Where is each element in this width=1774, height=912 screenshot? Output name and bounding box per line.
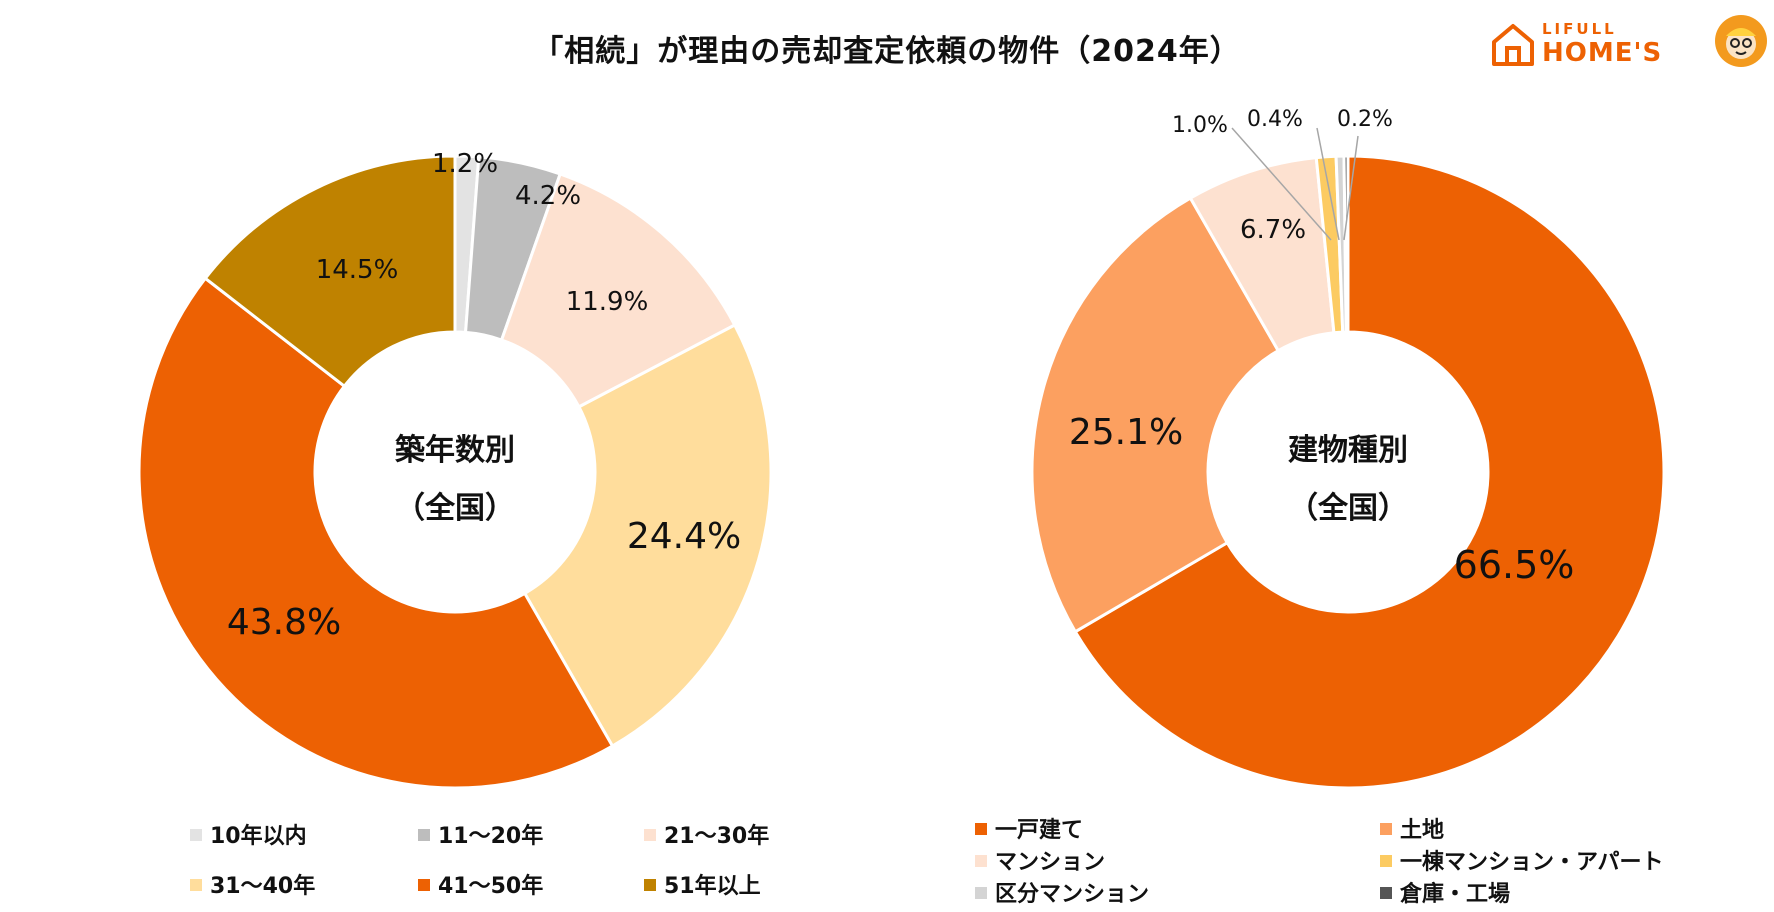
legend-swatch — [190, 829, 202, 841]
legend-swatch — [975, 887, 987, 899]
center-label-line-1: （全国） — [395, 491, 515, 526]
legend-item: 41～50年 — [418, 868, 543, 900]
legend-label: 21～30年 — [664, 824, 770, 849]
legend-label: 一棟マンション・アパート — [1400, 850, 1664, 875]
legend-swatch — [1380, 887, 1392, 899]
value-label-4: 0.4% — [1247, 107, 1303, 132]
legend-item: 区分マンション — [975, 876, 1149, 908]
leader-line-4 — [1316, 127, 1340, 241]
slice-age-3 — [522, 322, 773, 749]
value-label-1: 25.1% — [1069, 412, 1183, 453]
legend-item: 一戸建て — [975, 812, 1083, 844]
legend-swatch — [418, 879, 430, 891]
value-label-0: 1.2% — [432, 149, 498, 179]
legend-label: 土地 — [1400, 818, 1445, 843]
mascot-icon — [1715, 15, 1767, 67]
center-label-line-0: 建物種別 — [1288, 433, 1408, 468]
legend-swatch — [1380, 855, 1392, 867]
slice-age-4 — [137, 276, 615, 790]
legend-swatch — [975, 855, 987, 867]
logo-top-text: LIFULL — [1542, 20, 1617, 38]
legend-label: 一戸建て — [995, 818, 1084, 843]
legend-item: 一棟マンション・アパート — [1380, 844, 1664, 876]
logo-bottom-text: HOME'S — [1542, 38, 1663, 68]
legend-swatch — [418, 829, 430, 841]
legend-swatch — [1380, 823, 1392, 835]
value-label-2: 6.7% — [1240, 215, 1306, 245]
legend-item: 51年以上 — [644, 868, 761, 900]
slice-type-1 — [1030, 196, 1281, 634]
legend-swatch — [975, 823, 987, 835]
legend-swatch — [644, 879, 656, 891]
legend-label: 41～50年 — [438, 874, 544, 899]
slice-age-2 — [499, 172, 737, 409]
legend-swatch — [644, 829, 656, 841]
value-label-4: 43.8% — [227, 602, 341, 643]
value-label-3: 1.0% — [1172, 113, 1228, 138]
donut-chart-building-age: 1.2% 4.2% 11.9% 24.4% 43.8% 14.5% 築年数別 （全国） — [137, 149, 773, 790]
value-label-1: 4.2% — [515, 181, 581, 211]
slice-type-0 — [1073, 154, 1666, 790]
legend-label: 区分マンション — [995, 882, 1150, 907]
legend-label: 11～20年 — [438, 824, 544, 849]
house-logo-icon — [1492, 24, 1534, 66]
legend-label: マンション — [995, 850, 1106, 875]
value-label-2: 11.9% — [566, 287, 649, 317]
value-label-0: 66.5% — [1454, 543, 1575, 587]
chart-title: 「相続」が理由の売却査定依頼の物件（2024年） — [533, 34, 1241, 69]
legend-label: 31～40年 — [210, 874, 316, 899]
legend-item: 土地 — [1380, 812, 1444, 844]
donut-chart-building-type: 66.5% 25.1% 6.7% 1.0% 0.4% 0.2% 建物種別 （全国） — [1030, 107, 1666, 790]
legend-item: 31～40年 — [190, 868, 315, 900]
value-label-5: 0.2% — [1337, 107, 1393, 132]
legend-item: 倉庫・工場 — [1380, 876, 1510, 908]
legend-label: 10年以内 — [210, 824, 307, 849]
center-label-line-0: 築年数別 — [395, 433, 515, 468]
legend-label: 51年以上 — [664, 874, 761, 899]
legend-swatch — [190, 879, 202, 891]
legend-item: 10年以内 — [190, 818, 307, 850]
center-label-line-1: （全国） — [1288, 491, 1408, 526]
slice-type-5 — [1342, 154, 1350, 334]
brand-logo: LIFULL HOME'S — [1488, 14, 1768, 74]
legend-label: 倉庫・工場 — [1400, 882, 1511, 907]
legend-item: 21～30年 — [644, 818, 769, 850]
slice-age-5 — [203, 154, 457, 389]
legend-item: 11～20年 — [418, 818, 543, 850]
legend-item: マンション — [975, 844, 1105, 876]
value-label-3: 24.4% — [627, 516, 741, 557]
leader-line-5 — [1343, 135, 1359, 241]
leader-line-3 — [1231, 127, 1332, 241]
value-label-5: 14.5% — [316, 255, 399, 285]
